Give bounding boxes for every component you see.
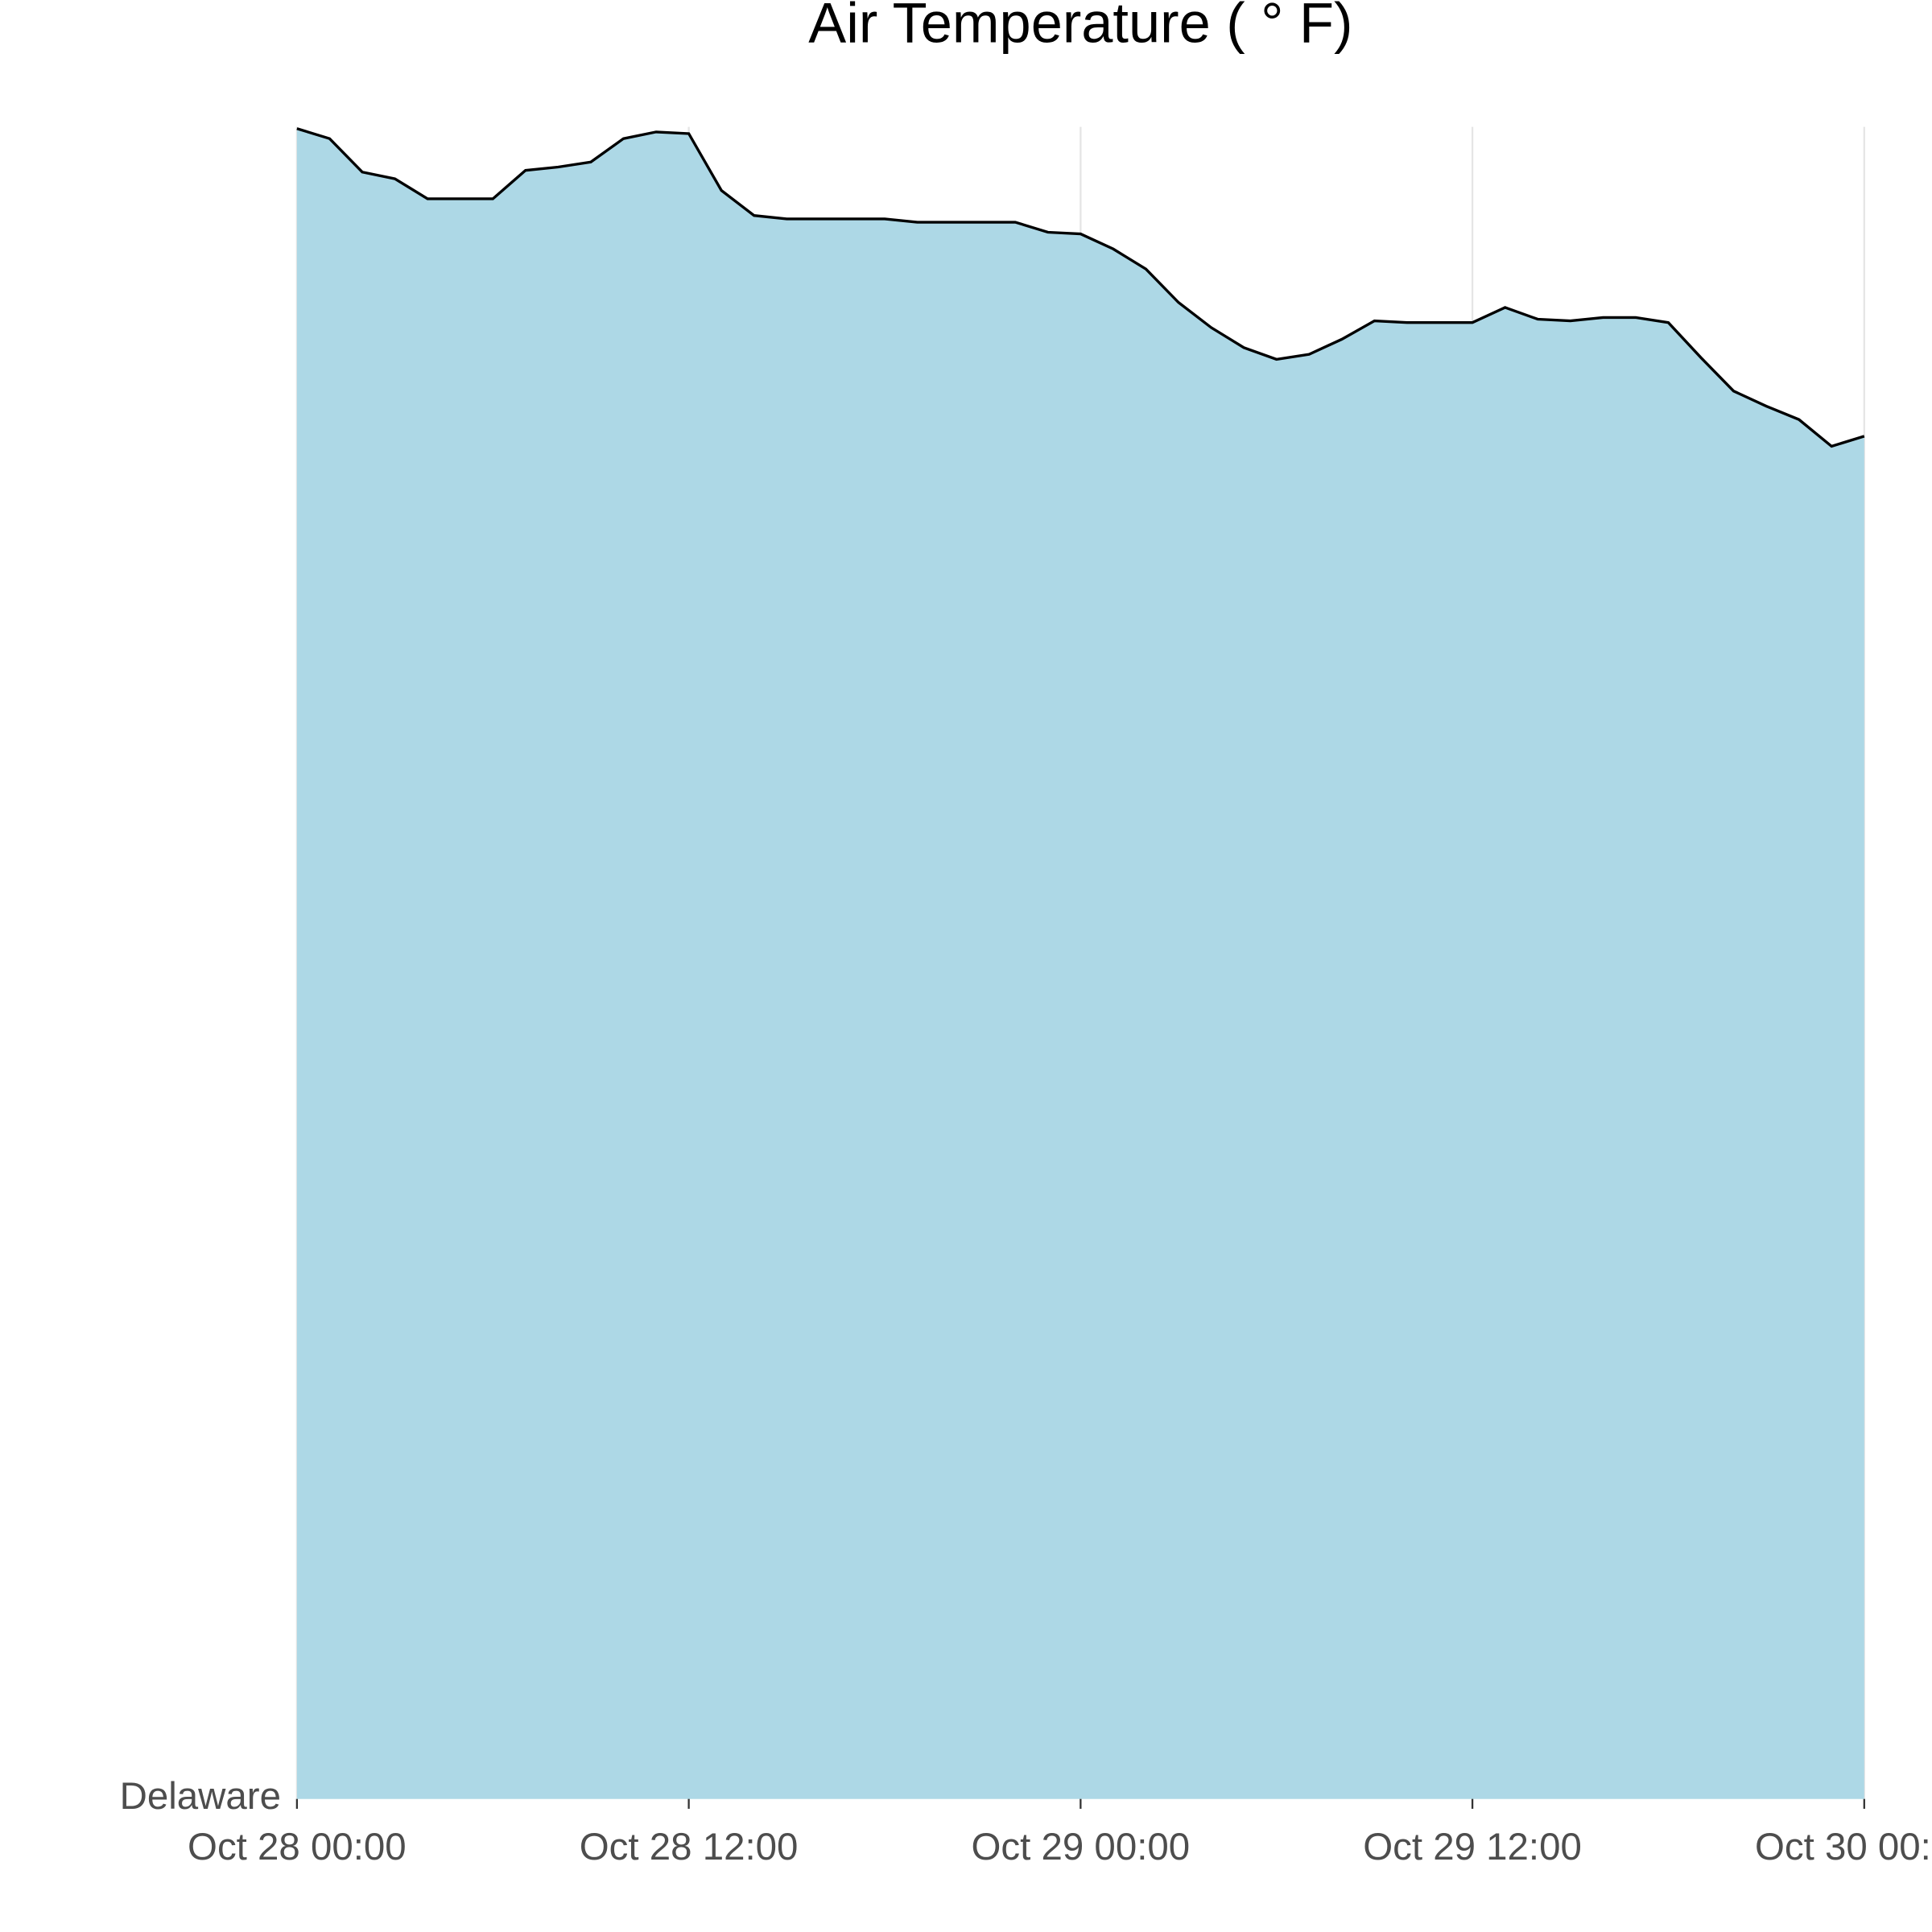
x-tick-label: Oct 28 12:00 bbox=[580, 1826, 799, 1868]
y-tick-label: Delaware bbox=[120, 1775, 281, 1818]
x-tick-label: Oct 30 00:00 bbox=[1755, 1826, 1932, 1868]
chart-title: Air Temperature ( ° F) bbox=[808, 0, 1352, 54]
x-tick-label: Oct 29 00:00 bbox=[972, 1826, 1191, 1868]
x-tick-label: Oct 28 00:00 bbox=[188, 1826, 407, 1868]
x-tick-label: Oct 29 12:00 bbox=[1363, 1826, 1582, 1868]
ridge-line bbox=[296, 127, 1865, 448]
ridge-area bbox=[296, 128, 1864, 1799]
